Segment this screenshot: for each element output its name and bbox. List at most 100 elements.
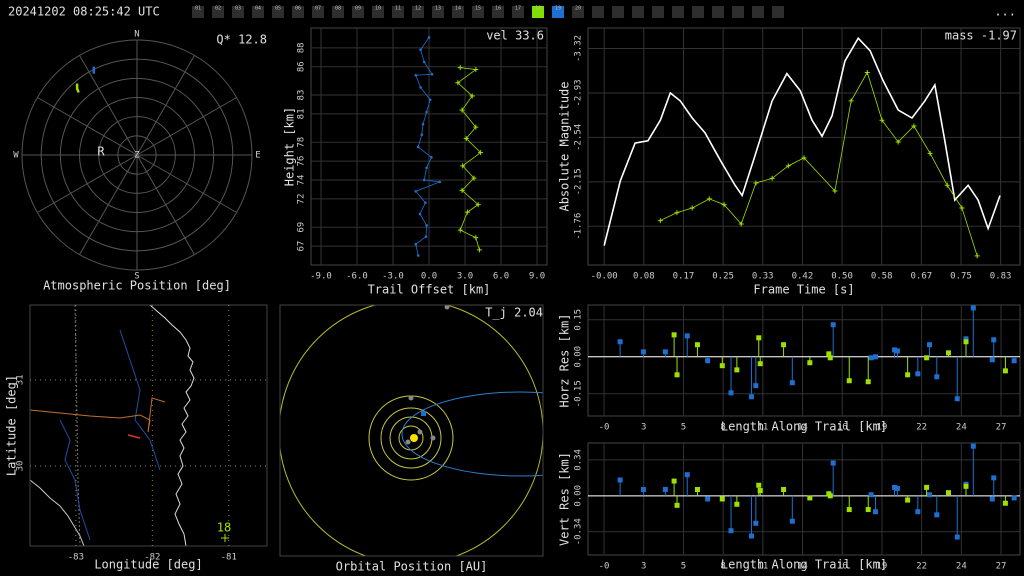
data-point xyxy=(911,123,917,129)
x-tick-label: 0.67 xyxy=(911,272,933,282)
data-point xyxy=(989,357,995,363)
camera-box[interactable] xyxy=(472,6,484,18)
river xyxy=(119,329,161,471)
camera-box[interactable] xyxy=(212,6,224,18)
camera-box[interactable] xyxy=(412,6,424,18)
camera-box[interactable] xyxy=(372,6,384,18)
x-tick-label: 0.75 xyxy=(950,272,972,282)
data-point xyxy=(970,443,976,449)
y-tick-label: 0.00 xyxy=(574,346,584,368)
camera-box[interactable] xyxy=(332,6,344,18)
data-point xyxy=(757,488,763,494)
data-point xyxy=(463,135,469,141)
data-point xyxy=(991,475,997,481)
x-tick-label: 24 xyxy=(956,562,967,572)
y-tick-label: 67 xyxy=(297,241,307,252)
track xyxy=(75,83,80,93)
camera-label: 15 xyxy=(475,6,481,12)
data-point xyxy=(460,163,466,169)
camera-box xyxy=(752,6,764,18)
camera-box[interactable] xyxy=(312,6,324,18)
marker-label: R xyxy=(97,145,105,159)
camera-box[interactable] xyxy=(272,6,284,18)
camera-box[interactable] xyxy=(492,6,504,18)
annotation: T_j 2.04 xyxy=(485,306,543,320)
camera-box[interactable] xyxy=(512,6,524,18)
data-point xyxy=(865,379,871,385)
x-tick-label: 14 xyxy=(797,562,808,572)
x-tick-label: 9.0 xyxy=(529,272,545,282)
y-axis-label: Latitude [deg] xyxy=(5,375,19,476)
camera-box[interactable] xyxy=(232,6,244,18)
data-point xyxy=(424,201,427,204)
y-tick-label: 30 xyxy=(16,461,26,472)
data-point xyxy=(719,496,725,502)
camera-box[interactable] xyxy=(392,6,404,18)
data-point xyxy=(807,495,813,501)
camera-label: 03 xyxy=(235,6,241,12)
annotation: mass -1.97 xyxy=(945,29,1017,43)
data-point xyxy=(865,507,871,513)
series-line xyxy=(603,36,1001,246)
data-point xyxy=(974,253,980,259)
data-point xyxy=(927,150,933,156)
camera-box[interactable] xyxy=(532,6,544,18)
y-tick-label: -0.34 xyxy=(574,518,584,545)
y-tick-label: 69 xyxy=(297,222,307,233)
camera-label: 08 xyxy=(335,6,341,12)
data-point xyxy=(879,117,885,123)
direction-label: N xyxy=(134,30,139,40)
camera-label: 17 xyxy=(515,6,521,12)
data-point xyxy=(868,492,874,498)
data-point xyxy=(963,339,969,345)
plot-frame xyxy=(587,27,1021,266)
data-point xyxy=(873,354,879,360)
camera-label: 12 xyxy=(415,6,421,12)
x-tick-label: 0.42 xyxy=(792,272,814,282)
camera-box[interactable] xyxy=(572,6,584,18)
data-point xyxy=(769,175,775,181)
data-point xyxy=(1011,495,1017,501)
data-point xyxy=(728,528,734,534)
y-tick-label: 0.00 xyxy=(574,485,584,507)
data-point xyxy=(927,492,933,498)
y-tick-label: 74 xyxy=(297,175,307,186)
camera-box[interactable] xyxy=(252,6,264,18)
data-point xyxy=(934,374,940,380)
data-point xyxy=(944,182,950,188)
camera-label: 01 xyxy=(195,6,201,12)
data-point xyxy=(781,342,787,348)
x-tick-label: 3 xyxy=(641,562,646,572)
camera-box[interactable] xyxy=(352,6,364,18)
menu-button[interactable]: ... xyxy=(994,5,1016,19)
camera-box[interactable] xyxy=(432,6,444,18)
camera-label: 13 xyxy=(435,6,441,12)
data-point xyxy=(705,496,711,502)
x-tick-label: 3.0 xyxy=(457,272,473,282)
data-point xyxy=(781,486,787,492)
y-tick-label: -2.54 xyxy=(574,124,584,151)
polar-spoke xyxy=(136,55,195,156)
data-point xyxy=(757,361,763,367)
x-tick-label: 16 xyxy=(837,562,848,572)
x-tick-label: 16 xyxy=(837,423,848,433)
data-point xyxy=(807,360,813,366)
data-point xyxy=(694,342,700,348)
camera-box[interactable] xyxy=(292,6,304,18)
y-tick-label: 88 xyxy=(297,42,307,53)
data-point xyxy=(457,65,463,71)
camera-box[interactable] xyxy=(192,6,204,18)
polar-spoke xyxy=(136,154,237,213)
data-point xyxy=(954,396,960,402)
data-point xyxy=(934,512,940,518)
series-line xyxy=(457,67,482,251)
camera-box[interactable] xyxy=(552,6,564,18)
camera-label: 07 xyxy=(315,6,321,12)
data-point xyxy=(671,332,677,338)
data-point xyxy=(422,178,426,182)
data-point xyxy=(963,336,969,342)
camera-label: 11 xyxy=(395,6,401,12)
camera-label: 04 xyxy=(255,6,261,12)
data-point xyxy=(457,227,463,233)
camera-box[interactable] xyxy=(452,6,464,18)
